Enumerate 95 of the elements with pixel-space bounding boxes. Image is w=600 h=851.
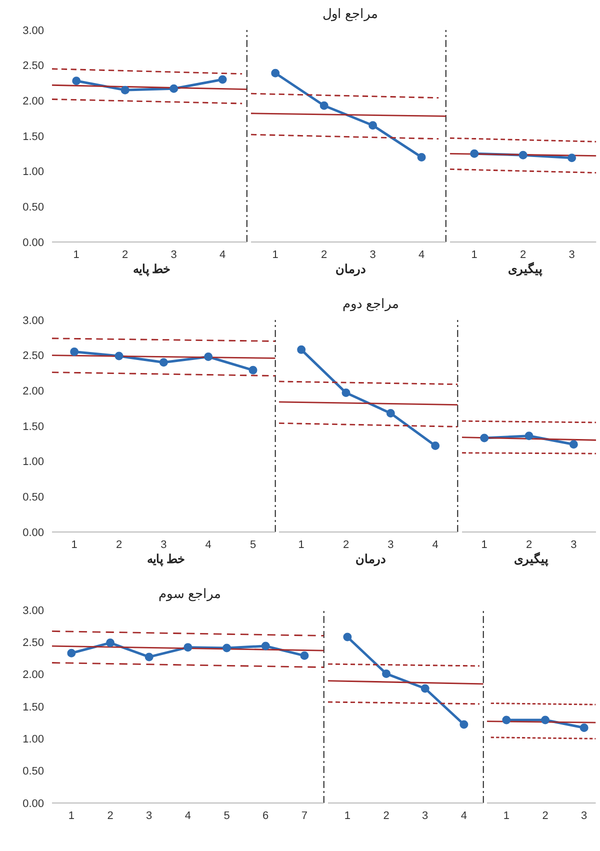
x-tick-label: 2 xyxy=(116,538,122,551)
point xyxy=(144,652,154,662)
y-tick-label: 2.50 xyxy=(22,637,44,650)
point xyxy=(297,345,306,354)
point xyxy=(343,632,352,642)
y-tick-label: 2.50 xyxy=(22,350,44,362)
x-tick-label: 1 xyxy=(71,538,78,551)
x-axis-title: خط پایه xyxy=(132,262,172,276)
point xyxy=(460,720,468,729)
y-tick-label: 1.00 xyxy=(22,456,44,468)
point xyxy=(248,366,258,374)
y-tick-label: 0.00 xyxy=(22,798,44,810)
x-axis-title: خط پایه xyxy=(146,552,186,566)
chart-title: مراجع اول xyxy=(322,6,380,21)
x-tick-label: 3 xyxy=(581,810,588,822)
point xyxy=(300,651,309,660)
y-tick-label: 1.50 xyxy=(22,130,44,143)
x-axis-title: پیگیری xyxy=(506,262,544,276)
x-tick-label: 2 xyxy=(343,538,350,551)
x-tick-label: 1 xyxy=(68,810,74,822)
x-tick-label: 3 xyxy=(568,248,575,261)
x-tick-label: 2 xyxy=(122,248,128,261)
point xyxy=(218,75,227,84)
x-tick-label: 3 xyxy=(388,538,394,551)
point xyxy=(114,352,124,360)
point xyxy=(72,76,81,86)
x-tick-label: 7 xyxy=(301,810,308,822)
x-tick-label: 4 xyxy=(460,810,467,822)
x-tick-label: 1 xyxy=(471,248,478,261)
point xyxy=(67,648,76,658)
x-tick-label: 2 xyxy=(320,248,328,261)
y-tick-label: 0.50 xyxy=(22,492,44,504)
point xyxy=(184,643,192,652)
point xyxy=(368,121,377,130)
x-tick-label: 3 xyxy=(160,538,167,551)
x-tick-label: 5 xyxy=(224,810,230,822)
y-tick-label: 1.00 xyxy=(22,734,44,746)
x-tick-label: 3 xyxy=(570,538,577,551)
point xyxy=(222,644,232,652)
x-tick-label: 6 xyxy=(262,810,269,822)
chart-title: مراجع دوم xyxy=(341,296,400,311)
x-axis-title: درمان xyxy=(354,552,387,566)
x-tick-label: 1 xyxy=(73,248,80,261)
x-axis-title: درمان xyxy=(334,262,366,276)
x-tick-label: 5 xyxy=(250,538,256,551)
x-tick-label: 1 xyxy=(272,248,278,261)
x-tick-label: 3 xyxy=(370,248,376,261)
y-tick-label: 0.00 xyxy=(22,236,44,249)
x-tick-label: 2 xyxy=(107,810,114,822)
point xyxy=(159,358,168,367)
point xyxy=(106,638,115,648)
point xyxy=(420,684,430,693)
y-tick-label: 0.50 xyxy=(22,202,44,214)
point xyxy=(386,409,396,418)
x-tick-label: 4 xyxy=(219,248,226,261)
x-tick-label: 2 xyxy=(542,810,549,822)
x-tick-label: 1 xyxy=(344,810,350,822)
x-tick-label: 1 xyxy=(298,538,305,551)
point xyxy=(431,442,440,450)
point xyxy=(70,348,79,356)
x-tick-label: 4 xyxy=(432,538,439,551)
y-tick-label: 3.00 xyxy=(22,604,44,617)
point xyxy=(382,669,390,678)
point xyxy=(271,68,280,78)
y-tick-label: 2.00 xyxy=(22,669,44,682)
point xyxy=(261,642,270,650)
y-tick-label: 2.50 xyxy=(22,60,44,72)
point xyxy=(342,388,351,398)
y-tick-label: 0.00 xyxy=(22,526,44,539)
x-tick-label: 3 xyxy=(146,810,152,822)
point xyxy=(204,352,213,361)
point xyxy=(320,101,328,110)
x-axis-title: پیگیری xyxy=(512,552,550,566)
x-tick-label: 3 xyxy=(170,248,177,261)
x-tick-label: 4 xyxy=(184,810,191,822)
x-tick-label: 1 xyxy=(504,810,510,822)
y-tick-label: 3.00 xyxy=(22,314,44,327)
x-tick-label: 1 xyxy=(481,538,488,551)
x-tick-label: 2 xyxy=(383,810,390,822)
y-tick-label: 2.00 xyxy=(22,96,44,108)
y-tick-label: 1.50 xyxy=(22,420,44,433)
point xyxy=(170,84,178,93)
y-tick-label: 1.00 xyxy=(22,166,44,178)
x-tick-label: 2 xyxy=(520,248,526,261)
y-tick-label: 1.50 xyxy=(22,701,44,714)
point xyxy=(120,86,130,94)
y-tick-label: 2.00 xyxy=(22,386,44,398)
x-tick-label: 3 xyxy=(422,810,428,822)
point xyxy=(417,152,426,162)
chart-title: مراجع سوم xyxy=(158,586,222,601)
y-tick-label: 0.50 xyxy=(22,766,44,778)
x-tick-label: 4 xyxy=(418,248,425,261)
y-tick-label: 3.00 xyxy=(22,24,44,37)
x-tick-label: 2 xyxy=(526,538,532,551)
x-tick-label: 4 xyxy=(205,538,212,551)
